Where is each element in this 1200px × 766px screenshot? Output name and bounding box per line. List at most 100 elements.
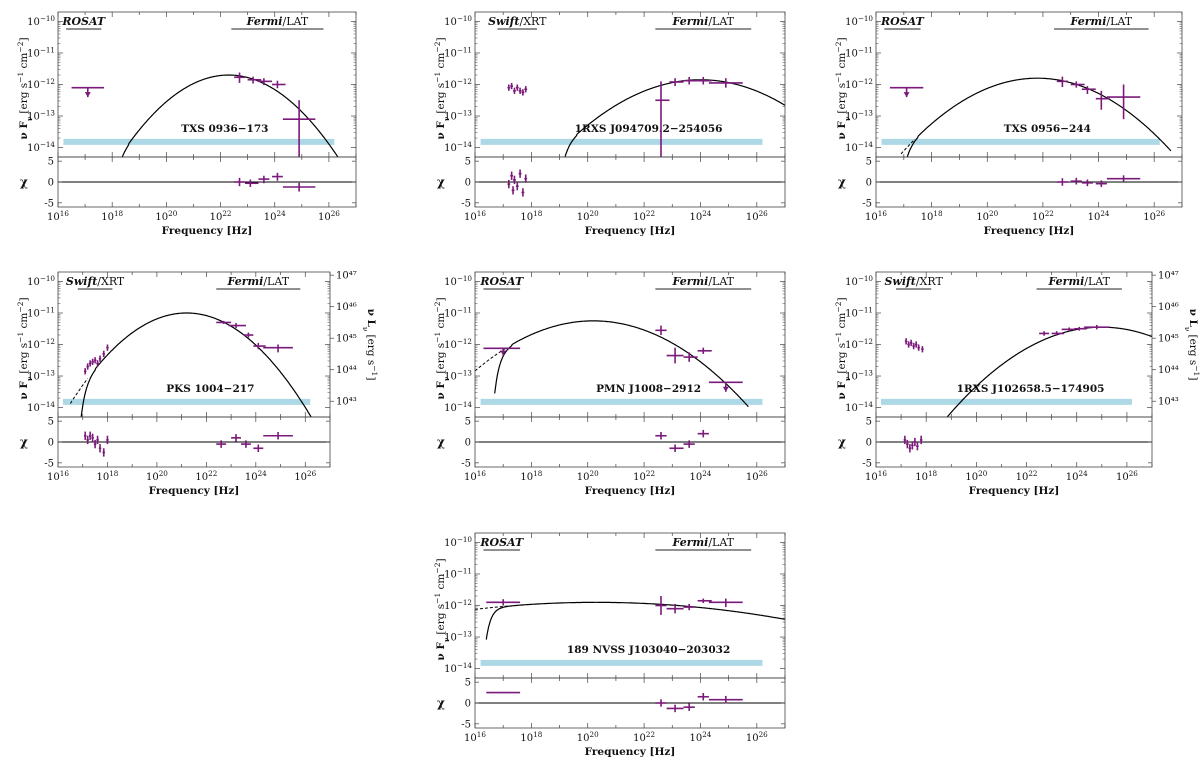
resid-axis-label: χ	[437, 435, 445, 449]
sed-data-point	[282, 100, 316, 157]
sensitivity-band	[881, 398, 1132, 405]
y-tick-label: 10−12	[444, 77, 472, 92]
sed-data-point	[1074, 326, 1087, 331]
gamma-instrument-label: Fermi/LAT	[1047, 275, 1110, 288]
x-axis-label: Frequency [Hz]	[162, 225, 253, 237]
resid-axis-label: χ	[838, 175, 846, 189]
sed-data-point	[510, 82, 514, 90]
sed-data-point	[666, 347, 684, 364]
sed-data-point	[216, 320, 232, 325]
x-tick-label: 1026	[746, 469, 768, 484]
residual-point	[93, 439, 97, 449]
x-tick-label: 1026	[294, 469, 316, 484]
model-curve	[485, 601, 785, 640]
y-tick-label: 10−10	[845, 273, 873, 288]
sensitivity-band	[881, 138, 1160, 145]
gamma-instrument-label: Fermi/LAT	[1070, 15, 1133, 28]
y-tick-label: 10−12	[845, 337, 873, 352]
residual-point	[513, 175, 516, 185]
resid-axis-label: χ	[20, 435, 28, 449]
source-name: TXS 0936−173	[181, 123, 268, 135]
sed-panel-txs0956: ROSAT Fermi/LAT TXS 0956−244 10−14 10−13 10−1…	[834, 11, 1183, 237]
x-tick-label: 1018	[97, 469, 119, 484]
x-axis-label: Frequency [Hz]	[585, 746, 676, 758]
sed-data-point	[1056, 76, 1068, 88]
lum-tick-label: 10⁴⁵	[1158, 334, 1179, 345]
y-tick-label: 10−13	[444, 629, 472, 644]
y-tick-label: 10−13	[444, 368, 472, 383]
upper-limit-arrow	[722, 386, 729, 392]
sed-data-point	[1039, 331, 1050, 336]
lum-tick-label: 10⁴³	[336, 397, 357, 408]
xray-instrument-label: ROSAT	[61, 15, 106, 28]
residual-point	[683, 703, 695, 711]
sed-data-point	[697, 347, 712, 354]
sed-data-point	[1051, 331, 1065, 336]
sed-data-point	[71, 86, 105, 98]
sed-data-point	[683, 352, 698, 362]
resid-tick-label: -5	[461, 719, 471, 730]
y-tick-label: 10−13	[444, 108, 472, 123]
residual-point	[903, 435, 907, 445]
x-tick-label: 1022	[1032, 209, 1054, 224]
model-extrapolation	[475, 605, 509, 610]
residual-point	[510, 171, 514, 180]
y-tick-label: 10−11	[27, 305, 55, 320]
residual-point	[272, 172, 283, 181]
y-tick-label: 10−12	[845, 77, 873, 92]
x-axis-label: Frequency [Hz]	[149, 485, 240, 497]
residual-point	[1081, 179, 1093, 187]
y-tick-label: 10−11	[845, 305, 873, 320]
x-axis-label: Frequency [Hz]	[984, 225, 1075, 237]
residual-panel: 5 0 -5 χ	[838, 416, 1153, 469]
resid-tick-label: 5	[866, 417, 872, 428]
resid-tick-label: 5	[48, 417, 54, 428]
residual-panel: 5 0 -5 χ	[838, 156, 1183, 209]
resid-axis-label: χ	[437, 175, 445, 189]
sed-panel-1rxsj1026: Swift/XRT Fermi/LAT 1RXS J102658.5−174905 1…	[834, 271, 1200, 497]
sensitivity-band	[480, 138, 763, 145]
resid-tick-label: 0	[48, 438, 54, 449]
sed-data-point	[889, 86, 924, 98]
x-tick-label: 1022	[195, 469, 217, 484]
y-tick-label: 10−11	[27, 45, 55, 60]
residual-panel: 5 0 -5 χ	[437, 416, 786, 469]
residual-point	[708, 695, 743, 704]
y-axis-label: ν Fν[erg s−1 cm−2]	[433, 558, 451, 660]
xray-instrument-label: Swift/XRT	[488, 15, 547, 28]
residual-point	[216, 440, 227, 448]
sed-data-point	[697, 598, 712, 603]
resid-tick-label: 5	[866, 157, 872, 168]
sensitivity-band	[480, 398, 763, 405]
y-tick-label: 10−14	[27, 140, 55, 155]
x-tick-label: 1018	[921, 209, 943, 224]
sed-data-point	[96, 360, 99, 367]
residual-point	[282, 182, 316, 192]
resid-tick-label: -5	[862, 458, 872, 469]
xray-instrument-label: ROSAT	[479, 275, 524, 288]
residual-point	[919, 435, 923, 445]
residual-point	[655, 699, 667, 707]
model-curve	[494, 320, 749, 408]
resid-tick-label: 0	[866, 178, 872, 189]
y-tick-label: 10−10	[845, 13, 873, 28]
x-tick-label: 1016	[464, 730, 486, 745]
x-tick-label: 1022	[210, 209, 232, 224]
x-tick-label: 1026	[1143, 209, 1165, 224]
sed-data-point	[655, 81, 670, 157]
residual-point	[666, 704, 684, 713]
residual-point	[507, 179, 511, 189]
residual-panel: 5 0 -5 χ	[437, 677, 786, 730]
sed-data-point	[683, 603, 695, 611]
resid-axis-label: χ	[838, 435, 846, 449]
sed-data-point	[1061, 327, 1075, 332]
model-curve	[121, 74, 339, 157]
x-axis-label: Frequency [Hz]	[969, 485, 1060, 497]
sed-data-point	[921, 346, 924, 353]
y-tick-label: 10−12	[444, 337, 472, 352]
gamma-instrument-label: Fermi/LAT	[672, 15, 735, 28]
x-tick-label: 1024	[1088, 209, 1110, 224]
x-tick-label: 1024	[690, 730, 712, 745]
sed-data-point	[1070, 81, 1085, 88]
lum-tick-label: 10⁴⁵	[336, 334, 357, 345]
